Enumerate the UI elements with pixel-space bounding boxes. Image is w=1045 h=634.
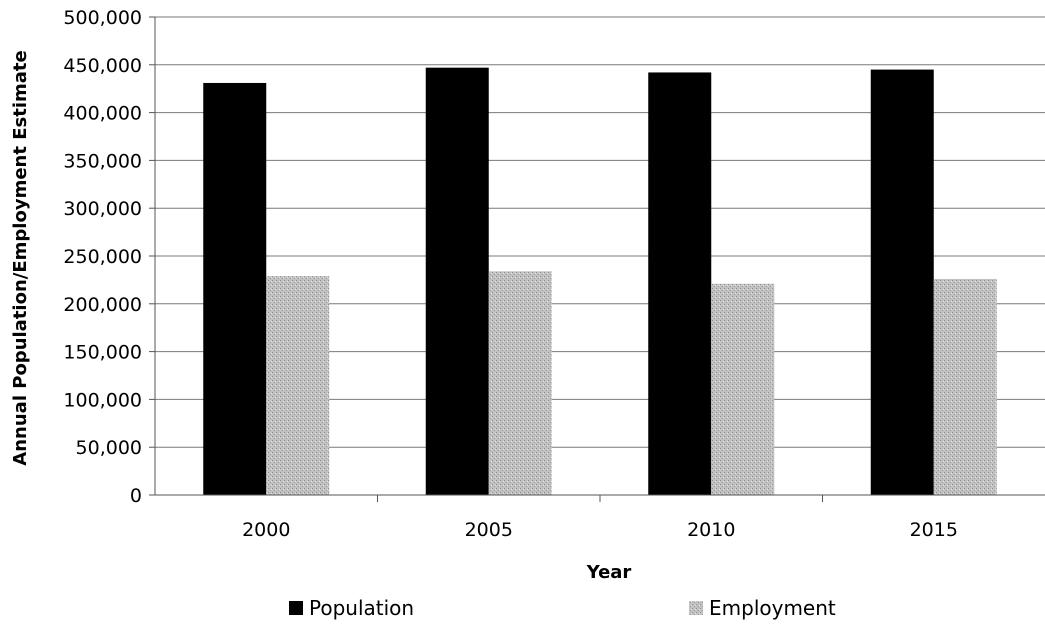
x-axis-title: Year — [586, 562, 632, 583]
y-tick-label: 500,000 — [63, 7, 142, 29]
y-tick-label: 400,000 — [63, 103, 142, 125]
bar-employment-2015 — [933, 278, 997, 495]
y-tick-label: 200,000 — [63, 294, 142, 316]
bar-population-2005 — [425, 67, 489, 495]
y-tick-label: 100,000 — [63, 389, 142, 411]
x-tick-label: 2015 — [910, 519, 958, 541]
y-tick-label: 300,000 — [63, 198, 142, 220]
legend: Population Employment — [289, 596, 836, 620]
bar-population-2010 — [648, 72, 712, 495]
y-axis-title: Annual Population/Employment Estimate — [10, 50, 31, 465]
y-tick-label: 450,000 — [63, 55, 142, 77]
y-tick-label: 350,000 — [63, 150, 142, 172]
bars — [203, 67, 997, 496]
legend-label-population: Population — [309, 596, 414, 620]
y-tick-label: 250,000 — [63, 246, 142, 268]
bar-population-2000 — [203, 82, 267, 496]
x-tick-label: 2005 — [465, 519, 513, 541]
bar-employment-2010 — [711, 283, 775, 495]
bar-population-2015 — [870, 69, 934, 495]
legend-swatch-population — [289, 601, 303, 615]
axes: 0 50,000 100,000 150,000 200,000 250,000 300,0… — [63, 7, 1045, 541]
y-tick-label: 50,000 — [76, 437, 142, 459]
x-tick-label: 2010 — [687, 519, 735, 541]
legend-label-employment: Employment — [709, 596, 836, 620]
x-tick-label: 2000 — [242, 519, 290, 541]
bar-employment-2000 — [266, 276, 330, 495]
y-tick-label: 0 — [130, 485, 142, 507]
legend-swatch-employment — [689, 601, 703, 615]
y-tick-label: 150,000 — [63, 342, 142, 364]
bar-employment-2005 — [488, 271, 552, 495]
